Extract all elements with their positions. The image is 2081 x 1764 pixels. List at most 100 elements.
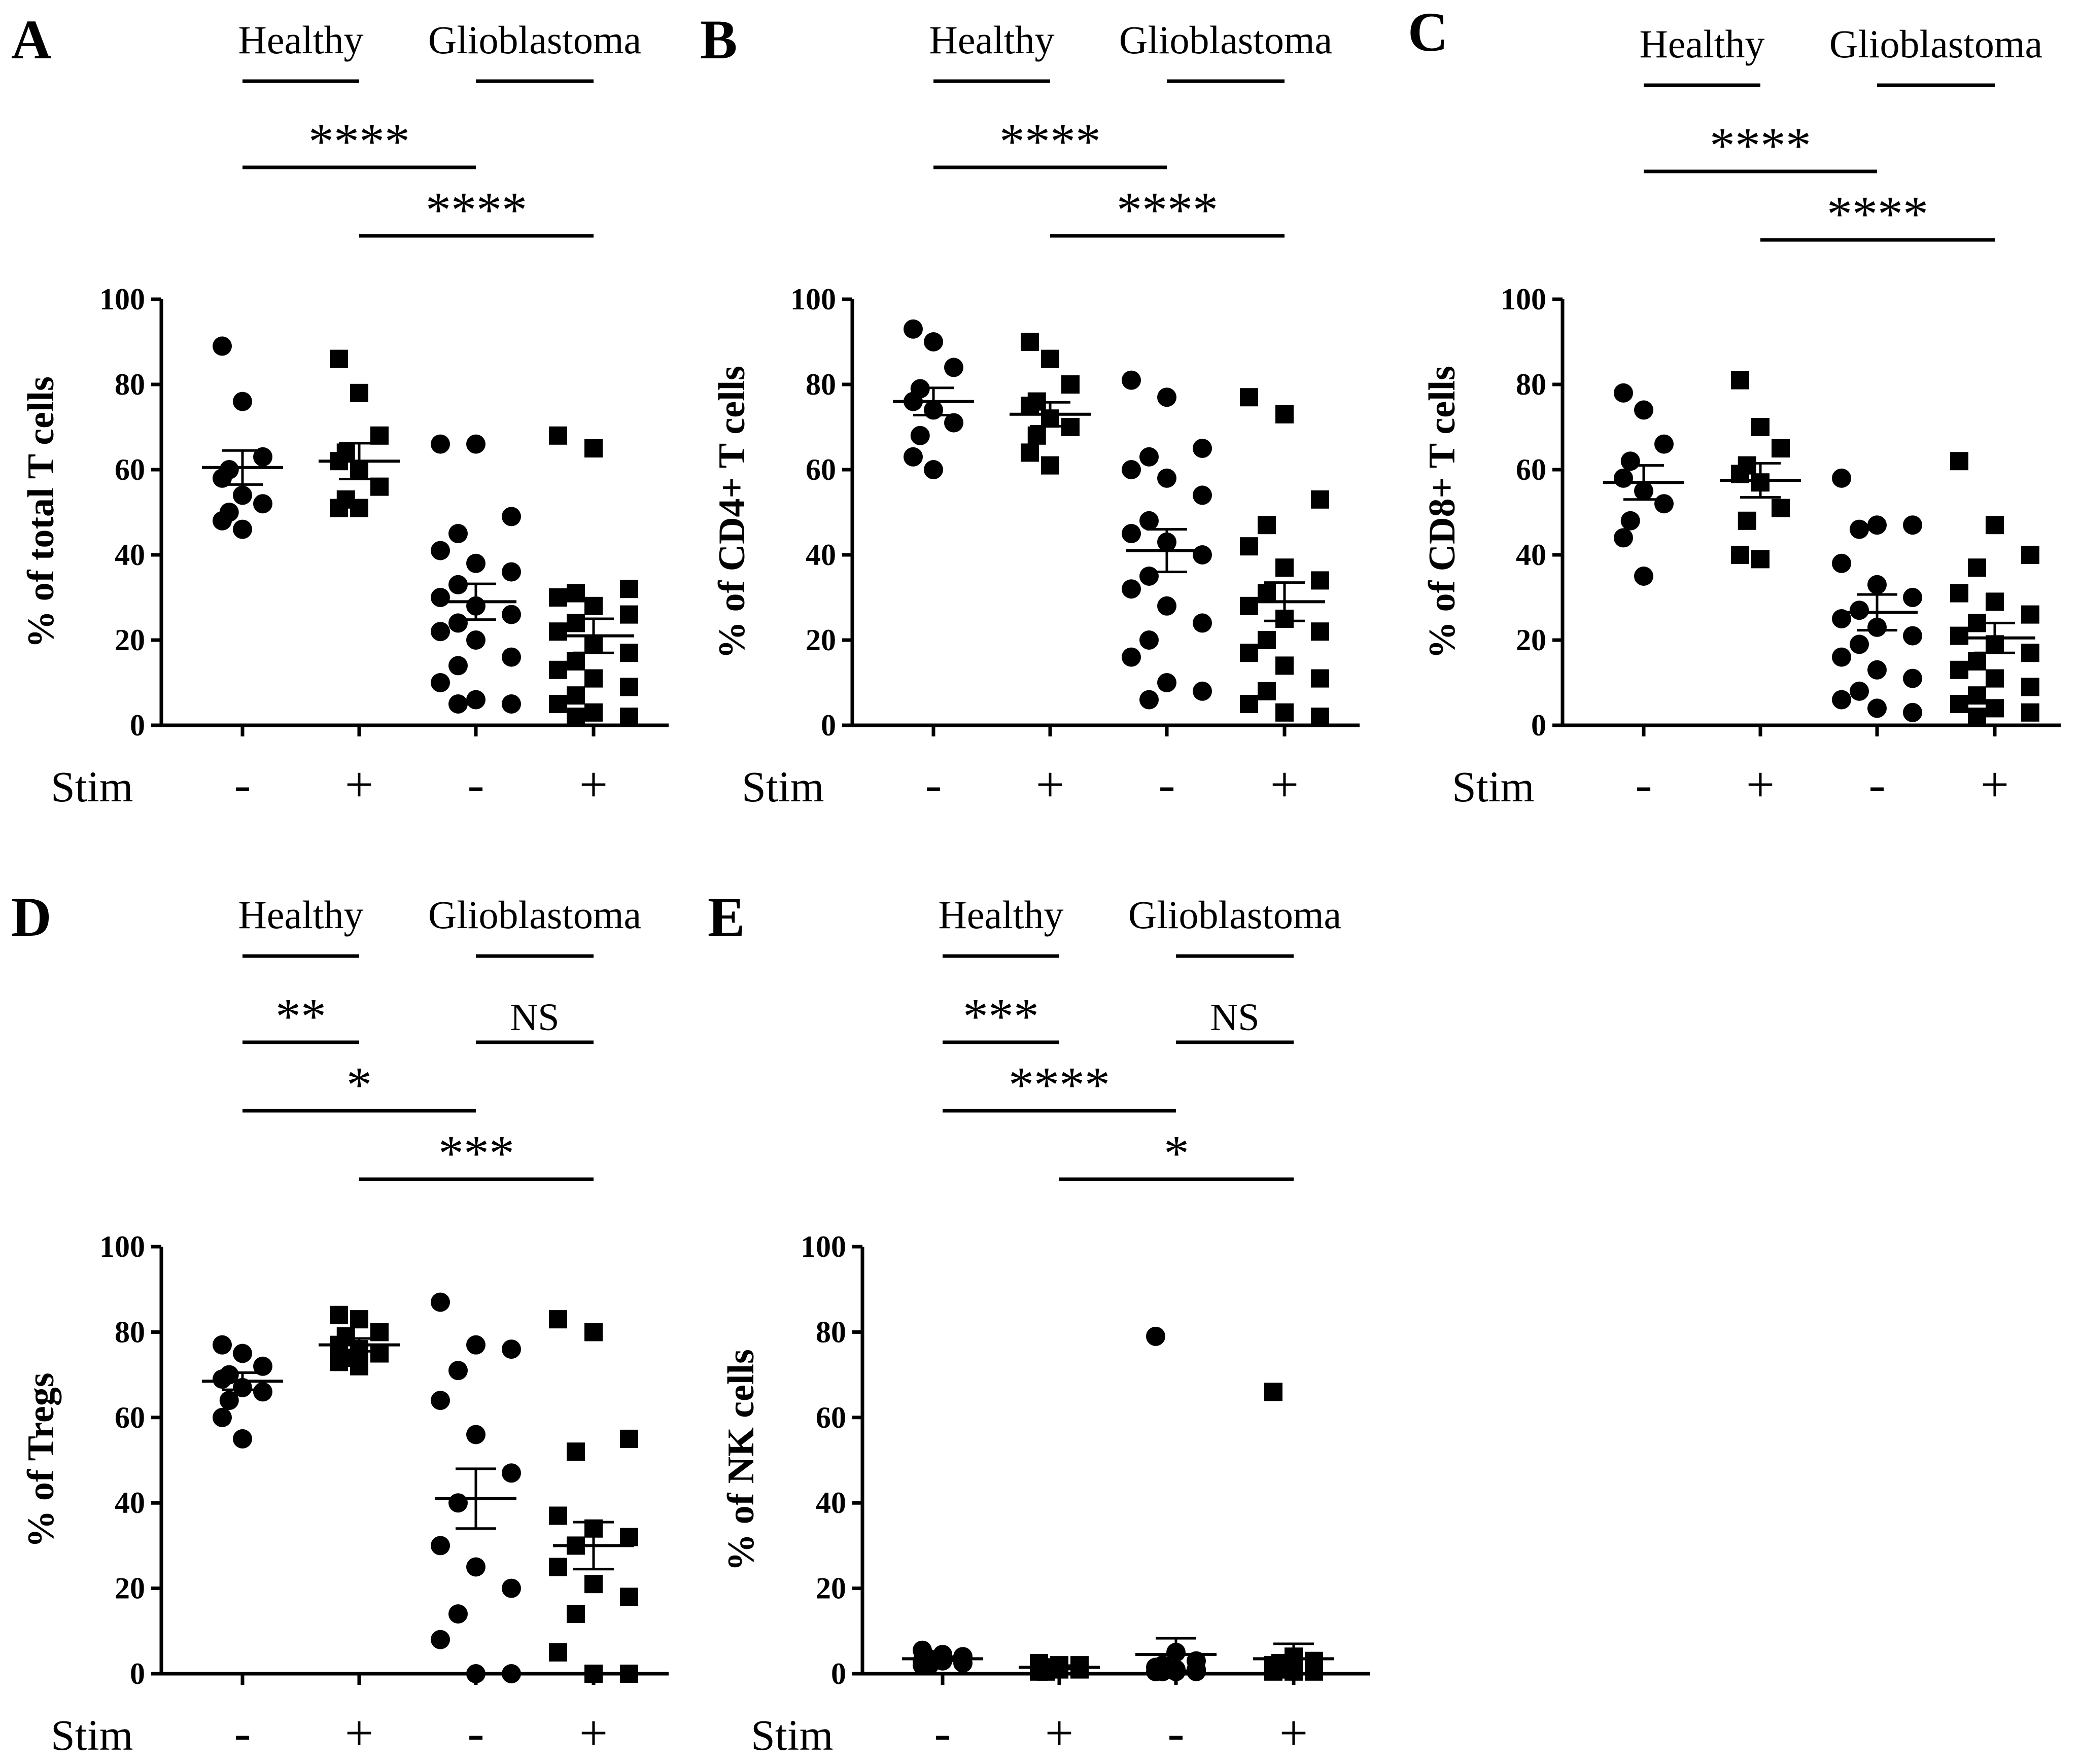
data-point-square — [1950, 452, 1968, 471]
group-label-healthy: Healthy — [238, 18, 364, 62]
data-point-square — [620, 708, 638, 726]
stim-minus: - — [1167, 1705, 1184, 1761]
data-point-circle — [1903, 626, 1922, 646]
data-point-square — [1041, 456, 1059, 475]
data-point-circle — [502, 694, 521, 714]
y-tick-label: 60 — [806, 453, 836, 486]
data-point-square — [549, 1643, 567, 1662]
series-3 — [431, 434, 521, 714]
significance-label: **** — [1117, 182, 1218, 238]
stim-plus: + — [579, 1705, 608, 1761]
data-point-square — [1264, 1383, 1282, 1401]
data-point-circle — [1122, 524, 1141, 543]
data-point-circle — [1850, 519, 1869, 539]
data-point-square — [350, 1357, 368, 1375]
stim-minus: - — [925, 756, 942, 813]
data-point-square — [1968, 708, 1986, 726]
data-point-circle — [502, 507, 521, 526]
panel-letter: C — [1408, 1, 1448, 63]
data-point-square — [1950, 695, 1968, 713]
panel-letter: A — [11, 9, 51, 70]
group-label-healthy: Healthy — [238, 893, 364, 937]
data-point-square — [1275, 656, 1294, 675]
panel-b: B Healthy Glioblastoma **** **** 0 20 40 60 80 100… — [700, 9, 1360, 813]
stim-plus: + — [345, 1705, 373, 1761]
data-point-square — [620, 1587, 638, 1606]
data-point-circle — [1832, 468, 1851, 488]
data-point-square — [1061, 375, 1080, 394]
data-point-square — [620, 678, 638, 696]
y-tick-label: 100 — [99, 283, 145, 316]
data-point-square — [1264, 1662, 1282, 1681]
data-point-circle — [431, 622, 450, 642]
data-point-circle — [910, 426, 930, 445]
data-point-square — [2021, 644, 2039, 662]
group-label-healthy: Healthy — [929, 18, 1055, 62]
data-point-circle — [253, 447, 272, 467]
data-point-square — [567, 1442, 585, 1461]
data-point-square — [350, 383, 368, 402]
data-point-circle — [1634, 400, 1653, 420]
y-tick-label: 80 — [115, 1315, 145, 1349]
data-point-circle — [1867, 660, 1887, 680]
y-tick-label: 40 — [115, 538, 145, 572]
data-point-square — [350, 1310, 368, 1329]
data-point-circle — [431, 1536, 450, 1556]
data-point-circle — [213, 1407, 232, 1427]
panel-letter: D — [11, 886, 51, 948]
data-point-circle — [431, 1292, 450, 1312]
data-point-square — [2021, 605, 2039, 624]
data-point-circle — [502, 605, 521, 624]
data-point-circle — [944, 413, 963, 433]
series-2 — [1019, 1653, 1100, 1681]
significance-label: * — [346, 1056, 372, 1113]
significance-label: NS — [1210, 996, 1259, 1039]
data-point-square — [330, 499, 348, 517]
series-3 — [1122, 370, 1212, 710]
y-tick-label: 60 — [115, 1401, 145, 1434]
significance-label: ** — [275, 988, 326, 1044]
y-tick-label: 40 — [115, 1486, 145, 1520]
data-point-circle — [1654, 434, 1674, 454]
data-point-square — [1311, 490, 1329, 509]
stim-plus: + — [1279, 1705, 1308, 1761]
significance-label: **** — [999, 113, 1101, 169]
significance-label: **** — [426, 182, 527, 238]
data-point-circle — [466, 1557, 485, 1577]
data-point-square — [549, 1506, 567, 1525]
data-point-square — [549, 588, 567, 607]
data-point-square — [1021, 397, 1039, 415]
data-point-square — [1311, 708, 1329, 726]
y-tick-label: 0 — [130, 1657, 145, 1690]
data-point-square — [567, 652, 585, 671]
data-point-square — [620, 580, 638, 598]
data-point-circle — [904, 447, 923, 467]
significance-label: * — [1164, 1125, 1189, 1181]
panel-letter: E — [708, 886, 745, 948]
data-point-circle — [1193, 439, 1212, 458]
stim-label: Stim — [51, 1711, 133, 1759]
data-point-square — [1240, 644, 1258, 662]
data-point-circle — [1157, 673, 1176, 692]
data-point-square — [330, 1306, 348, 1324]
data-point-square — [1738, 511, 1756, 530]
y-tick-label: 20 — [816, 1572, 846, 1605]
data-point-circle — [448, 694, 468, 714]
data-point-circle — [219, 1391, 239, 1410]
data-point-square — [567, 584, 585, 603]
data-point-circle — [1122, 579, 1141, 599]
data-point-circle — [502, 1463, 521, 1483]
data-point-circle — [448, 524, 468, 543]
y-tick-label: 60 — [115, 453, 145, 486]
series-3 — [1135, 1326, 1217, 1681]
data-point-circle — [1832, 609, 1851, 628]
data-point-square — [2021, 546, 2039, 564]
data-point-circle — [233, 1429, 252, 1449]
series-2 — [1010, 333, 1091, 475]
data-point-square — [1027, 426, 1046, 445]
data-point-square — [620, 1665, 638, 1683]
data-point-square — [1986, 669, 2004, 688]
data-point-circle — [213, 1335, 232, 1355]
data-point-square — [1986, 592, 2004, 611]
data-point-circle — [1139, 567, 1159, 586]
